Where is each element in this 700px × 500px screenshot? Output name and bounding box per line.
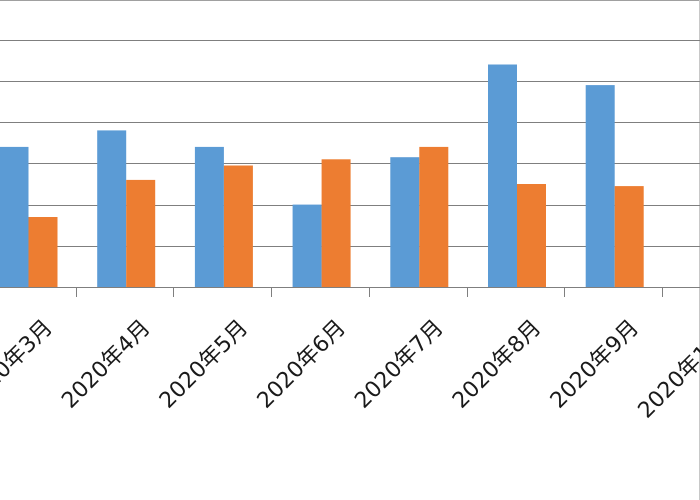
bar-series-2 xyxy=(321,159,351,287)
bar-series-2 xyxy=(28,217,58,287)
bar-series-1 xyxy=(97,130,127,287)
bar-series-1 xyxy=(585,85,615,287)
bar-series-1 xyxy=(390,157,420,287)
bar-series-1 xyxy=(488,64,517,287)
x-axis xyxy=(0,287,700,297)
bar-series-1 xyxy=(292,204,322,287)
bar-series-1 xyxy=(0,146,29,287)
bar-series-2 xyxy=(126,179,156,287)
bar-series-2 xyxy=(614,186,644,287)
bar-series-2 xyxy=(419,146,449,287)
bar-series-2 xyxy=(223,165,253,287)
bar-series-1 xyxy=(194,146,224,287)
bar-series-2 xyxy=(517,184,546,287)
bars xyxy=(0,64,644,287)
